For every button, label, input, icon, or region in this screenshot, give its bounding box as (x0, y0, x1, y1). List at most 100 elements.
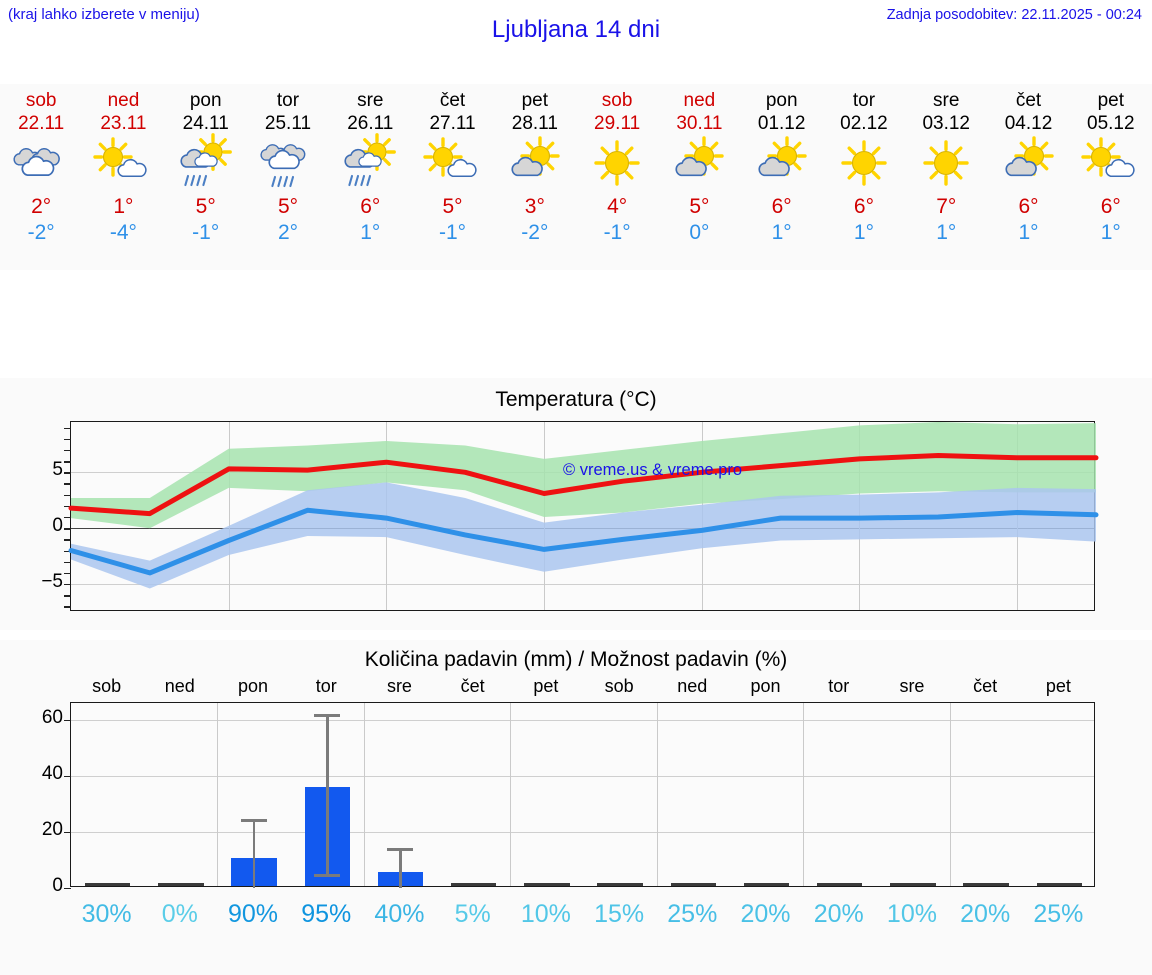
sun-icon (581, 138, 653, 190)
sun-small-cloud-icon (87, 137, 159, 190)
precipitation-y-axis-label: 20 (41, 818, 63, 840)
forecast-temp-min: -1° (603, 221, 631, 244)
forecast-day-name: pet (1097, 90, 1124, 111)
temperature-uncertainty-band (71, 422, 1096, 529)
precipitation-day-label: pet (533, 676, 559, 696)
forecast-day-column[interactable]: sre 26.11 6° 1° (329, 84, 411, 270)
forecast-day-date: 22.11 (18, 113, 65, 134)
sun-cloud-icon (993, 136, 1065, 190)
precipitation-probability-label: 95% (301, 900, 352, 928)
precipitation-probability-label: 20% (740, 900, 791, 928)
page-header: (kraj lahko izberete v meniju) Ljubljana… (0, 0, 1152, 58)
gridline-horizontal (71, 719, 1094, 721)
forecast-temp-max: 3° (524, 195, 545, 218)
forecast-temp-min: 2° (277, 221, 299, 244)
forecast-day-name: čet (439, 90, 466, 111)
precipitation-error-cap (241, 819, 268, 822)
forecast-temp-min: 1° (1018, 221, 1039, 244)
forecast-temp-max: 6° (1100, 195, 1121, 218)
forecast-day-name: sre (357, 90, 384, 111)
precipitation-y-axis-label: 60 (41, 706, 63, 728)
forecast-day-name: sob (601, 90, 633, 111)
sun-small-cloud-icon (417, 137, 489, 190)
precipitation-zero-marker (890, 883, 936, 886)
forecast-day-name: ned (107, 90, 140, 111)
forecast-day-name: ned (683, 90, 716, 111)
forecast-day-date: 29.11 (594, 113, 641, 134)
forecast-day-name: sob (25, 90, 57, 111)
gridline-horizontal (71, 831, 1094, 833)
forecast-temp-max: 6° (771, 195, 792, 218)
precipitation-error-bar (252, 819, 256, 888)
temperature-uncertainty-band (71, 482, 1096, 589)
temperature-y-axis-label: 5 (52, 459, 63, 481)
forecast-day-date: 02.12 (840, 113, 888, 134)
precipitation-day-label: čet (460, 676, 485, 696)
precipitation-error-cap (314, 873, 341, 877)
forecast-day-column[interactable]: ned 30.11 5° 0° (658, 84, 740, 270)
forecast-temp-max: 1° (113, 195, 134, 218)
forecast-day-column[interactable]: tor 25.11 5° 2° (247, 84, 329, 270)
sun-icon (828, 138, 900, 190)
forecast-day-date: 25.11 (264, 113, 312, 134)
forecast-day-column[interactable]: tor 02.12 6° 1° (823, 84, 905, 270)
forecast-day-date: 24.11 (182, 113, 229, 134)
forecast-day-name: pon (765, 90, 798, 111)
temperature-chart-title: Temperatura (°C) (495, 388, 657, 411)
gridline-vertical (217, 703, 219, 886)
temperature-y-axis-tick (64, 505, 71, 508)
forecast-day-column[interactable]: ned 23.11 1° -4° (82, 84, 164, 270)
temperature-y-axis-tick (64, 528, 71, 530)
forecast-temp-min: 1° (360, 221, 381, 244)
forecast-day-column[interactable]: sob 29.11 4° -1° (576, 84, 658, 270)
precipitation-day-label: tor (315, 676, 337, 696)
forecast-day-column[interactable]: pet 28.11 3° -2° (494, 84, 576, 270)
menu-hint-text: (kraj lahko izberete v meniju) (8, 6, 200, 23)
forecast-day-column[interactable]: pon 24.11 5° -1° (165, 84, 247, 270)
precipitation-zero-marker (817, 883, 863, 886)
forecast-day-column[interactable]: sre 03.12 7° 1° (905, 84, 987, 270)
gridline-vertical (656, 703, 658, 886)
forecast-day-column[interactable]: pon 01.12 6° 1° (741, 84, 823, 270)
precipitation-day-label: tor (828, 676, 850, 696)
precipitation-probability-label: 10% (520, 900, 571, 928)
precipitation-plot-area: 0 20 40 60 (42, 702, 1095, 896)
precipitation-probability-label: 30% (81, 900, 132, 928)
precipitation-probability-label: 40% (374, 900, 425, 928)
precipitation-y-axis-tick (64, 888, 71, 890)
forecast-day-column[interactable]: čet 04.12 6° 1° (987, 84, 1069, 270)
temperature-line (68, 507, 1099, 576)
precipitation-day-label: pet (1045, 676, 1071, 696)
temperature-y-axis-label: −5 (41, 571, 63, 593)
temperature-y-axis-tick (64, 517, 71, 519)
forecast-temp-max: 4° (607, 195, 628, 218)
daily-forecast-strip: sob 22.11 2° -2° ned 23.11 1° -4° pon 24… (0, 84, 1152, 270)
precipitation-error-cap (387, 848, 414, 851)
overcast-cloud-icon (5, 138, 77, 190)
temperature-series-layer (68, 422, 1099, 589)
sun-cloud-icon (746, 136, 818, 190)
precipitation-y-axis-tick (64, 719, 71, 722)
sun-icon (910, 138, 982, 190)
forecast-day-column[interactable]: sob 22.11 2° -2° (0, 84, 82, 270)
forecast-day-column[interactable]: pet 05.12 6° 1° (1070, 84, 1152, 270)
forecast-temp-min: -2° (521, 221, 549, 244)
temperature-y-axis-tick (64, 494, 71, 497)
temperature-y-axis-tick (64, 539, 71, 541)
precipitation-day-label: ned (164, 676, 195, 696)
sun-cloud-rain-icon (170, 133, 242, 190)
precipitation-zero-marker (84, 883, 131, 886)
forecast-temp-max: 5° (689, 195, 710, 218)
forecast-temp-min: 0° (689, 221, 710, 244)
forecast-day-date: 01.12 (757, 113, 806, 134)
precipitation-zero-marker (158, 883, 204, 886)
temperature-y-axis-tick (64, 595, 71, 597)
forecast-temp-min: -4° (109, 221, 137, 244)
forecast-day-column[interactable]: čet 27.11 5° -1° (411, 84, 493, 270)
temperature-y-axis-tick (64, 483, 71, 485)
precipitation-day-label: pon (750, 676, 781, 696)
forecast-temp-max: 7° (936, 195, 957, 218)
precipitation-probability-label: 10% (886, 900, 937, 928)
temperature-y-axis-tick (64, 461, 71, 463)
